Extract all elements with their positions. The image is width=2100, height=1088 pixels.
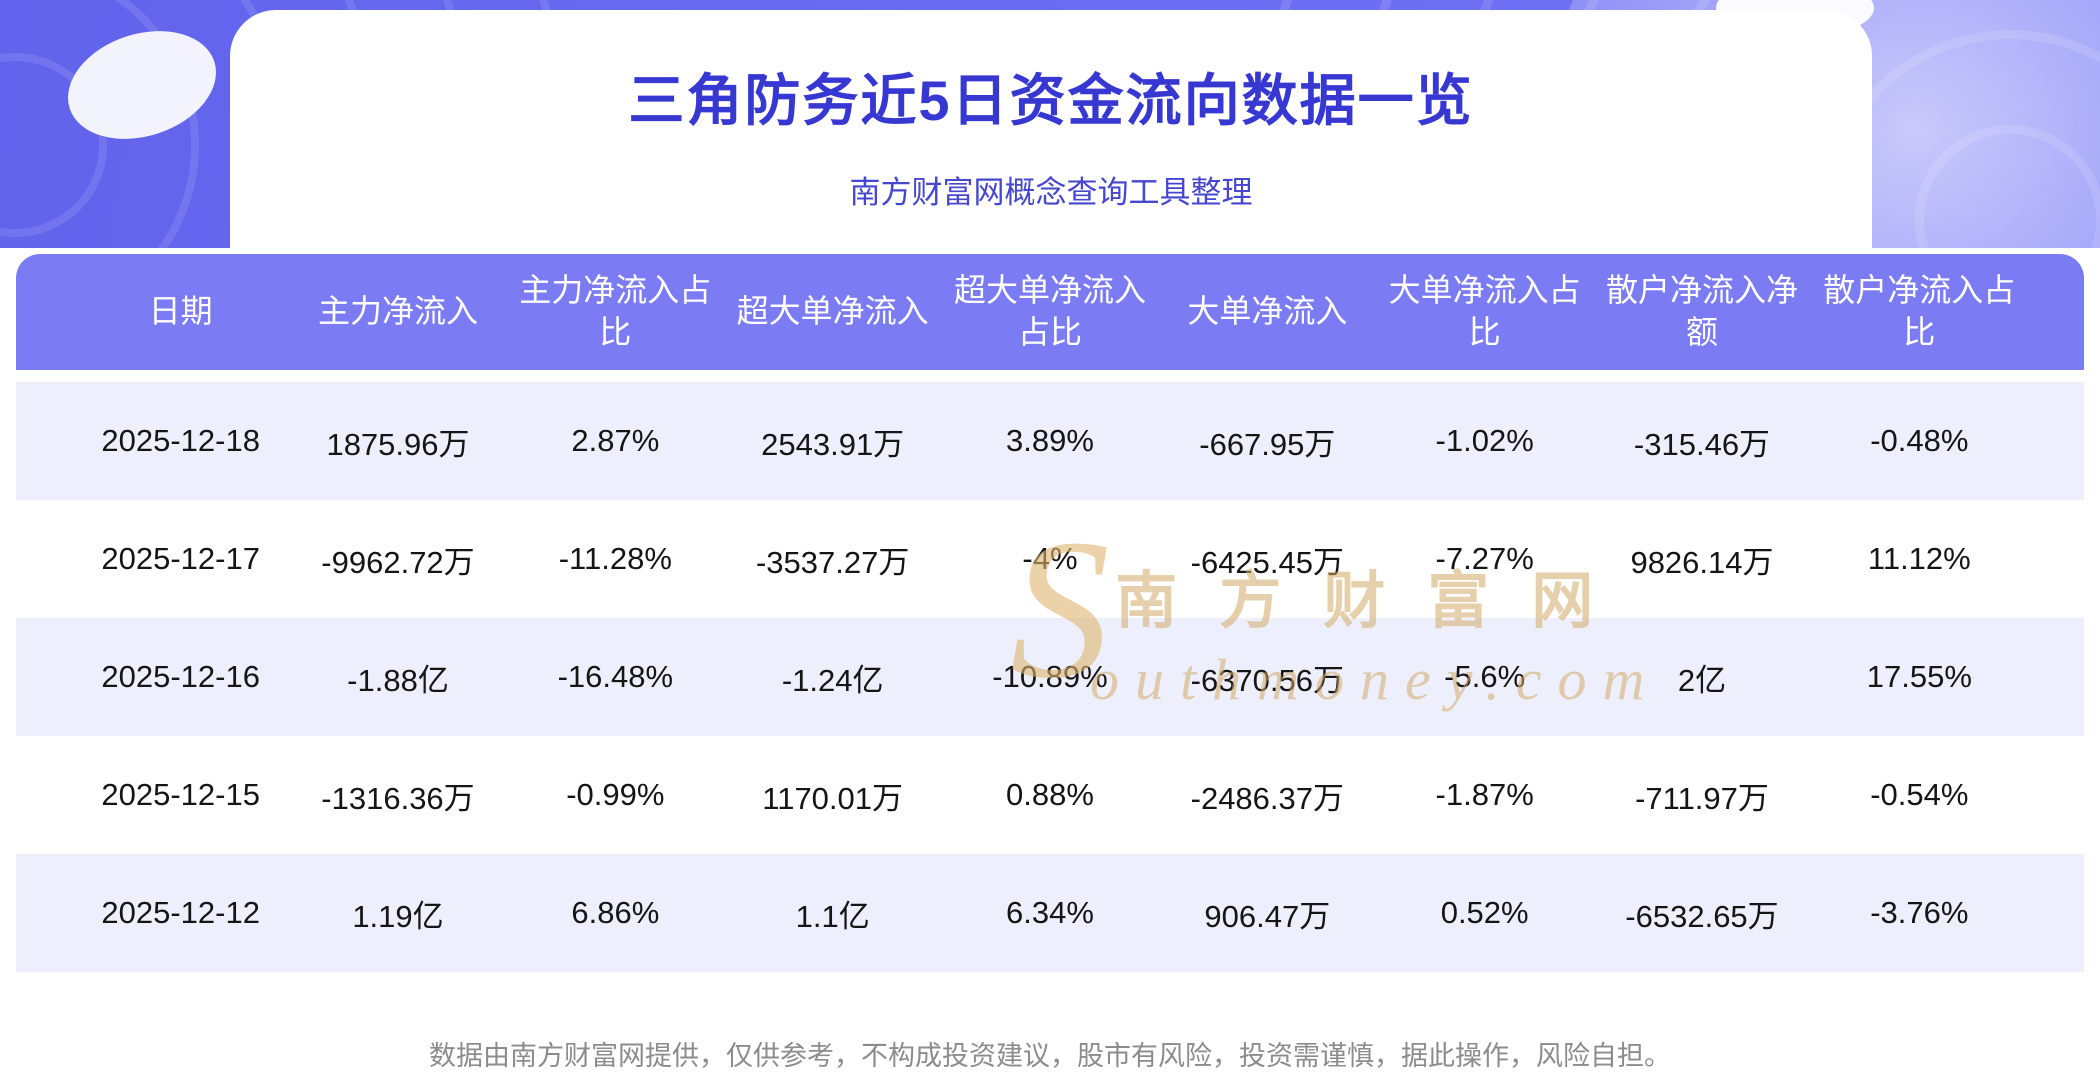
- table-cell: -16.48%: [557, 659, 674, 694]
- table-cell: 0.88%: [1006, 777, 1094, 812]
- ellipse-left-decoration: [53, 13, 231, 157]
- col-header-main-net-inflow: 主力净流入: [317, 293, 478, 330]
- table-cell: 2亿: [1677, 662, 1727, 698]
- table-row: 2025-12-17 -9962.72万 -11.28% -3537.27万 -…: [16, 500, 2084, 618]
- table-cell: -711.97万: [1635, 780, 1769, 816]
- table-cell: -1.87%: [1435, 777, 1534, 812]
- table-cell: -10.89%: [992, 659, 1108, 694]
- table-cell: 6.34%: [1006, 895, 1094, 930]
- table-cell: -5.6%: [1444, 659, 1526, 694]
- title-card: 三角防务近5日资金流向数据一览 南方财富网概念查询工具整理: [230, 10, 1872, 248]
- table-cell: -4%: [1022, 541, 1078, 576]
- table-cell: 2025-12-17: [101, 541, 260, 576]
- table-cell: -3537.27万: [755, 544, 910, 580]
- table-cell: -0.99%: [566, 777, 665, 812]
- table-cell: -0.48%: [1870, 423, 1969, 458]
- table-cell: 2.87%: [571, 423, 660, 458]
- table-cell: -7.27%: [1435, 541, 1534, 576]
- table-cell: -1.24亿: [781, 662, 884, 698]
- table-cell: -667.95万: [1199, 426, 1336, 462]
- table-cell: 1170.01万: [762, 780, 904, 816]
- col-header-retail-net-inflow-ratio: 散户净流入占比: [1823, 272, 2016, 350]
- table-cell: -0.54%: [1870, 777, 1969, 812]
- table-cell: -9962.72万: [321, 544, 475, 580]
- table-cell: 1875.96万: [326, 426, 470, 462]
- table-cell: 3.89%: [1006, 423, 1094, 458]
- table-cell: -6532.65万: [1625, 898, 1779, 934]
- table-cell: 2025-12-18: [101, 423, 260, 458]
- disclaimer-text: 数据由南方财富网提供，仅供参考，不构成投资建议，股市有风险，投资需谨慎，据此操作…: [429, 1041, 1671, 1071]
- table-cell: 1.19亿: [352, 898, 444, 934]
- col-header-super-large-net-inflow-ratio: 超大单净流入占比: [953, 272, 1146, 350]
- col-header-large-net-inflow-ratio: 大单净流入占比: [1388, 272, 1581, 350]
- page-title: 三角防务近5日资金流向数据一览: [628, 69, 1474, 132]
- table-row: 2025-12-12 1.19亿 6.86% 1.1亿 6.34% 906.47…: [16, 854, 2084, 972]
- table-row: 2025-12-18 1875.96万 2.87% 2543.91万 3.89%…: [16, 382, 2084, 500]
- table-cell: -1.88亿: [347, 662, 449, 698]
- table-cell: 9826.14万: [1630, 544, 1774, 580]
- table-cell: -1.02%: [1435, 423, 1534, 458]
- table-cell: 1.1亿: [795, 898, 870, 934]
- table-row: 2025-12-16 -1.88亿 -16.48% -1.24亿 -10.89%…: [16, 618, 2084, 736]
- col-header-super-large-net-inflow: 超大单净流入: [736, 293, 929, 330]
- table-header-row: 日期 主力净流入 主力净流入占比 超大单净流入 超大单净流入占比 大单净流入 大…: [16, 254, 2084, 370]
- fund-flow-table: 日期 主力净流入 主力净流入占比 超大单净流入 超大单净流入占比 大单净流入 大…: [16, 254, 2084, 972]
- table-cell: 2543.91万: [761, 426, 905, 462]
- table-cell: 906.47万: [1204, 898, 1331, 934]
- table-cell: -315.46万: [1633, 426, 1771, 462]
- table-cell: 17.55%: [1866, 659, 1972, 694]
- col-header-retail-net-inflow: 散户净流入净额: [1605, 272, 1798, 350]
- table-cell: -1316.36万: [321, 780, 475, 816]
- table-cell: 0.52%: [1440, 895, 1529, 930]
- page-subtitle: 南方财富网概念查询工具整理: [849, 175, 1253, 210]
- table-cell: 6.86%: [571, 895, 660, 930]
- col-header-date: 日期: [148, 293, 213, 330]
- table-cell: -3.76%: [1870, 895, 1969, 930]
- table-cell: -11.28%: [558, 541, 672, 576]
- table-cell: 2025-12-15: [101, 777, 260, 812]
- table-cell: 2025-12-16: [101, 659, 260, 694]
- table-cell: -6425.45万: [1190, 544, 1345, 580]
- table-cell: 2025-12-12: [101, 895, 260, 930]
- table-cell: -6370.56万: [1190, 662, 1345, 698]
- table-row: 2025-12-15 -1316.36万 -0.99% 1170.01万 0.8…: [16, 736, 2084, 854]
- col-header-main-net-inflow-ratio: 主力净流入占比: [519, 272, 712, 350]
- table-cell: -2486.37万: [1190, 780, 1345, 816]
- col-header-large-net-inflow: 大单净流入: [1187, 293, 1348, 330]
- table-body: 2025-12-18 1875.96万 2.87% 2543.91万 3.89%…: [16, 382, 2084, 972]
- table-cell: 11.12%: [1867, 541, 1971, 576]
